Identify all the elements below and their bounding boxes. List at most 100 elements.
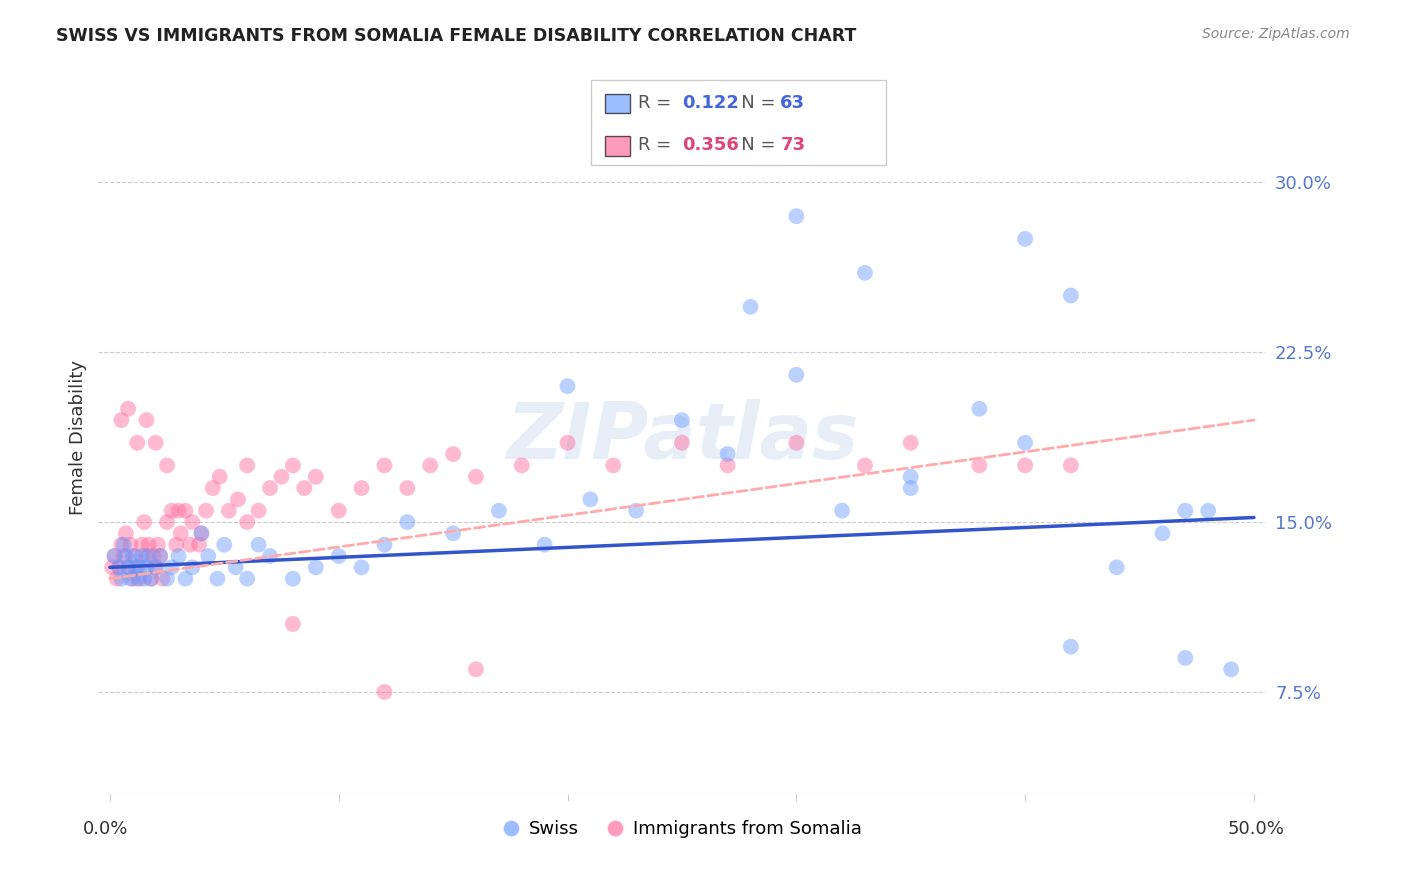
Point xyxy=(135,413,157,427)
Point xyxy=(236,458,259,473)
Point xyxy=(579,492,602,507)
Point xyxy=(1197,504,1219,518)
Point xyxy=(350,481,373,495)
Point xyxy=(121,549,143,563)
Point xyxy=(717,458,740,473)
Point xyxy=(134,515,156,529)
Point xyxy=(1060,640,1083,654)
Point xyxy=(103,549,125,563)
Point xyxy=(110,572,132,586)
Point xyxy=(1105,560,1128,574)
Point xyxy=(117,560,139,574)
Point xyxy=(115,549,138,563)
Point xyxy=(121,572,143,586)
Text: ZIPatlas: ZIPatlas xyxy=(506,399,858,475)
Point xyxy=(488,504,510,518)
Point xyxy=(900,481,922,495)
Point xyxy=(156,572,179,586)
Point xyxy=(717,447,740,461)
Point xyxy=(167,504,190,518)
Point xyxy=(135,560,157,574)
Text: 73: 73 xyxy=(780,136,806,154)
Point xyxy=(170,526,193,541)
Point xyxy=(108,560,131,574)
Point xyxy=(197,549,219,563)
Point xyxy=(181,560,204,574)
Point xyxy=(139,572,162,586)
Point xyxy=(225,560,247,574)
Point xyxy=(292,481,315,495)
Point xyxy=(112,549,135,563)
Point xyxy=(120,572,142,586)
Point xyxy=(110,538,132,552)
Point xyxy=(671,413,693,427)
Point xyxy=(557,435,579,450)
Point xyxy=(127,572,149,586)
Y-axis label: Female Disability: Female Disability xyxy=(69,359,87,515)
Point xyxy=(373,538,395,552)
Point xyxy=(156,515,179,529)
Point xyxy=(145,560,167,574)
Point xyxy=(853,458,876,473)
Point xyxy=(131,538,153,552)
Point xyxy=(328,504,350,518)
Point xyxy=(124,560,146,574)
Point xyxy=(190,526,212,541)
Point xyxy=(160,504,183,518)
Point xyxy=(165,538,187,552)
Point xyxy=(441,526,464,541)
Point xyxy=(373,458,395,473)
Point xyxy=(156,458,179,473)
Point xyxy=(134,572,156,586)
Point xyxy=(396,481,419,495)
Point xyxy=(1014,458,1036,473)
Point xyxy=(120,538,142,552)
Point xyxy=(115,526,138,541)
Point xyxy=(174,572,197,586)
Text: R =: R = xyxy=(638,136,678,154)
Point xyxy=(1152,526,1174,541)
Point xyxy=(270,469,292,483)
Point xyxy=(969,458,991,473)
Point xyxy=(152,572,174,586)
Point xyxy=(201,481,224,495)
Point xyxy=(1060,288,1083,302)
Point xyxy=(117,560,139,574)
Point xyxy=(145,560,167,574)
Point xyxy=(208,469,231,483)
Point xyxy=(441,447,464,461)
Point xyxy=(785,209,807,223)
Point xyxy=(181,515,204,529)
Point xyxy=(127,560,149,574)
Point xyxy=(350,560,373,574)
Point xyxy=(465,469,488,483)
Text: Source: ZipAtlas.com: Source: ZipAtlas.com xyxy=(1202,27,1350,41)
Point xyxy=(281,572,304,586)
Point xyxy=(236,515,259,529)
Point xyxy=(281,458,304,473)
Point xyxy=(174,504,197,518)
Point xyxy=(900,469,922,483)
Point xyxy=(785,368,807,382)
Point xyxy=(117,401,139,416)
Point xyxy=(305,469,328,483)
Point xyxy=(128,560,150,574)
Point xyxy=(207,572,229,586)
Text: 50.0%: 50.0% xyxy=(1227,820,1284,838)
Point xyxy=(328,549,350,563)
Legend: Swiss, Immigrants from Somalia: Swiss, Immigrants from Somalia xyxy=(495,814,869,846)
Point xyxy=(247,504,270,518)
Point xyxy=(124,549,146,563)
Point xyxy=(112,538,135,552)
Point xyxy=(853,266,876,280)
Text: 0.122: 0.122 xyxy=(682,94,738,112)
Text: N =: N = xyxy=(724,136,782,154)
Point xyxy=(110,413,132,427)
Point xyxy=(281,617,304,632)
Point xyxy=(138,538,160,552)
Text: R =: R = xyxy=(638,94,678,112)
Point xyxy=(259,549,281,563)
Point xyxy=(305,560,328,574)
Point xyxy=(149,549,172,563)
Point xyxy=(396,515,419,529)
